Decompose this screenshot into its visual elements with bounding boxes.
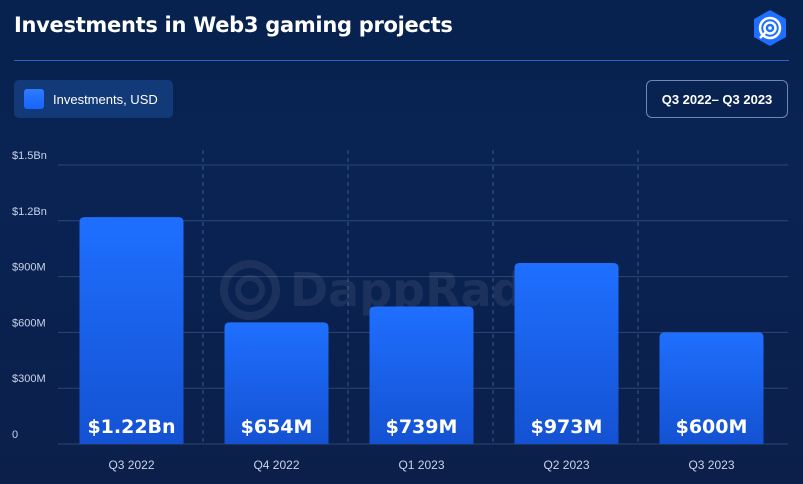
legend-label: Investments, USD <box>53 91 158 107</box>
legend-swatch <box>24 89 44 109</box>
y-tick-label: $900M <box>12 262 46 274</box>
chart-legend: Investments, USD <box>14 80 173 118</box>
bar-data-label: $654M <box>241 416 313 438</box>
y-tick-label: $600M <box>12 317 46 329</box>
bar <box>369 306 474 444</box>
y-tick-label: $1.2Bn <box>12 206 47 218</box>
dappradar-logo-icon[interactable] <box>751 9 789 47</box>
y-tick-label: 0 <box>12 429 18 441</box>
x-tick-label: Q4 2022 <box>253 458 299 472</box>
x-tick-label: Q2 2023 <box>543 458 589 472</box>
x-tick-label: Q3 2022 <box>108 458 154 472</box>
header-divider <box>14 60 789 61</box>
bar-data-label: $973M <box>531 416 603 438</box>
x-tick-label: Q1 2023 <box>398 458 444 472</box>
bar-data-label: $739M <box>386 416 458 438</box>
y-tick-label: $1.5Bn <box>12 150 47 162</box>
bar-data-label: $1.22Bn <box>87 416 175 438</box>
page-title: Investments in Web3 gaming projects <box>14 13 453 37</box>
y-tick-label: $300M <box>12 373 46 385</box>
bar <box>224 322 329 444</box>
x-tick-label: Q3 2023 <box>688 458 734 472</box>
bar <box>514 263 619 444</box>
bar <box>79 217 184 444</box>
bar-data-label: $600M <box>676 416 748 438</box>
bar <box>659 332 764 444</box>
period-button[interactable]: Q3 2022– Q3 2023 <box>646 80 788 118</box>
